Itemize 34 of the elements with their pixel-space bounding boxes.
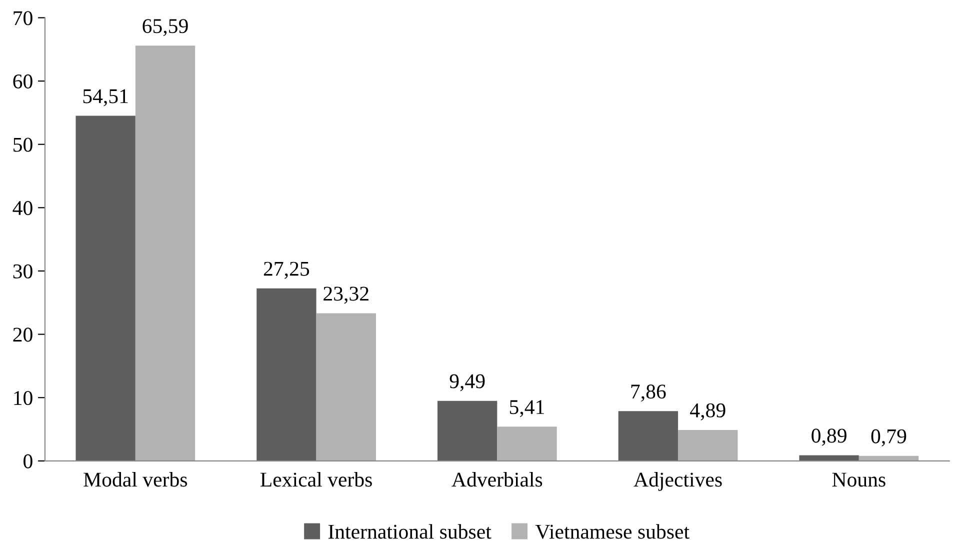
x-tick-label: Adjectives	[634, 472, 722, 491]
y-tick-label: 10	[14, 390, 32, 406]
data-label: 54,51	[83, 89, 128, 106]
bar	[316, 313, 376, 461]
y-tick-label: 0	[24, 454, 32, 468]
y-tick-label: 30	[13, 264, 32, 278]
y-tick-label: 50	[14, 138, 32, 152]
data-label: 0,89	[812, 428, 846, 446]
x-tick-label: Nouns	[832, 472, 886, 487]
bar	[618, 411, 678, 461]
data-label: 4,89	[690, 403, 726, 420]
data-label: 65,59	[142, 19, 188, 36]
bar	[497, 426, 557, 461]
y-tick-label: 20	[13, 328, 32, 342]
y-tick-label: 70	[14, 11, 32, 26]
legend-label: International subset	[328, 524, 492, 539]
x-tick-label: Lexical verbs	[260, 472, 372, 487]
bar	[678, 430, 738, 461]
x-tick-label: Adverbials	[452, 472, 542, 487]
bar	[256, 288, 316, 461]
data-label: 23,32	[324, 286, 368, 304]
legend-label: Vietnamese subset	[535, 524, 690, 539]
data-label: 9,49	[450, 374, 485, 392]
bar	[76, 116, 136, 461]
data-label: 5,41	[510, 400, 544, 418]
bar	[858, 456, 919, 461]
data-label: 0,79	[871, 429, 906, 446]
bar	[135, 46, 196, 461]
y-tick-label: 40	[12, 201, 32, 216]
data-label: 7,86	[631, 384, 666, 402]
bar	[437, 400, 498, 461]
x-tick-label: Modal verbs	[84, 472, 188, 487]
data-label: 27,25	[264, 262, 310, 279]
y-tick-label: 60	[13, 74, 32, 88]
